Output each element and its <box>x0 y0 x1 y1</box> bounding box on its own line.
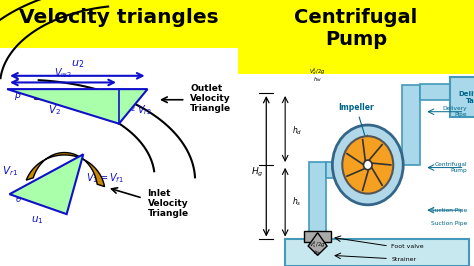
Text: Delivery
Tank: Delivery Tank <box>459 91 474 103</box>
FancyBboxPatch shape <box>327 162 334 178</box>
FancyBboxPatch shape <box>450 77 474 117</box>
Text: $h_d$: $h_d$ <box>292 124 302 136</box>
Text: Suction Pipe: Suction Pipe <box>430 208 467 213</box>
Text: Foot valve: Foot valve <box>392 244 424 248</box>
FancyBboxPatch shape <box>238 74 474 266</box>
Text: $\theta$: $\theta$ <box>16 193 23 204</box>
Polygon shape <box>9 154 83 214</box>
Text: $u_2$: $u_2$ <box>71 59 84 70</box>
Text: $V_{f2}$: $V_{f2}$ <box>121 100 136 114</box>
Text: Strainer: Strainer <box>392 257 417 262</box>
Text: $V_{w2}$: $V_{w2}$ <box>54 66 72 80</box>
Text: $V_{r2}$: $V_{r2}$ <box>137 103 152 117</box>
Text: $u_1$: $u_1$ <box>31 214 44 226</box>
Text: $h_s$: $h_s$ <box>292 196 302 208</box>
Text: Centrifugal
Pump: Centrifugal Pump <box>434 162 467 173</box>
Text: $\Phi$: $\Phi$ <box>130 90 139 102</box>
FancyBboxPatch shape <box>0 45 238 266</box>
Circle shape <box>332 125 403 205</box>
Text: $V_s^2/2g$: $V_s^2/2g$ <box>310 239 326 250</box>
Polygon shape <box>7 89 147 124</box>
Text: Centrifugal
Pump: Centrifugal Pump <box>294 8 418 49</box>
Text: $\alpha$: $\alpha$ <box>31 191 39 200</box>
Text: $V_{r1}$: $V_{r1}$ <box>2 164 18 178</box>
Text: Outlet
Velocity
Triangle: Outlet Velocity Triangle <box>191 84 231 113</box>
Text: Impeller: Impeller <box>338 103 374 112</box>
FancyBboxPatch shape <box>285 239 469 266</box>
Text: $V_2$: $V_2$ <box>47 103 61 117</box>
FancyBboxPatch shape <box>402 85 419 165</box>
Text: $h_{fd}$: $h_{fd}$ <box>313 75 322 84</box>
Text: $\beta$: $\beta$ <box>14 88 22 102</box>
Text: $H_g$: $H_g$ <box>251 166 263 180</box>
FancyBboxPatch shape <box>304 231 331 242</box>
Polygon shape <box>26 153 105 186</box>
Text: $h_{fs}$: $h_{fs}$ <box>313 248 322 257</box>
Polygon shape <box>308 233 327 255</box>
Circle shape <box>364 160 372 170</box>
Text: $V_1=V_{f1}$: $V_1=V_{f1}$ <box>86 171 124 185</box>
Text: Inlet
Velocity
Triangle: Inlet Velocity Triangle <box>147 189 189 218</box>
Text: $V_d^2/2g$: $V_d^2/2g$ <box>310 66 326 77</box>
Text: Delivery
Pipe: Delivery Pipe <box>442 106 467 117</box>
Text: Suction Pipe: Suction Pipe <box>430 221 467 226</box>
FancyBboxPatch shape <box>419 84 450 100</box>
Text: Velocity triangles: Velocity triangles <box>19 8 219 27</box>
FancyBboxPatch shape <box>309 162 327 245</box>
Circle shape <box>342 136 393 194</box>
FancyBboxPatch shape <box>0 0 238 48</box>
